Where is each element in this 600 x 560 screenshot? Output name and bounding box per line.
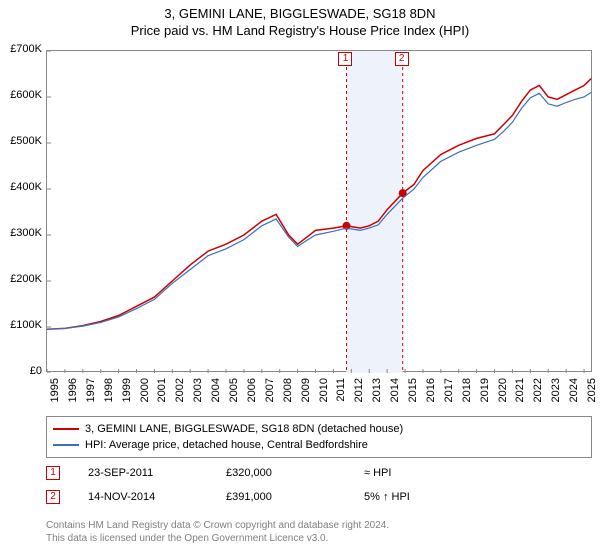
y-tick-label: £600K bbox=[2, 89, 42, 101]
sale-price: £320,000 bbox=[226, 467, 336, 479]
x-tick-label: 1996 bbox=[67, 378, 79, 418]
x-tick-label: 2019 bbox=[479, 378, 491, 418]
footer: Contains HM Land Registry data © Crown c… bbox=[46, 520, 592, 545]
x-tick-label: 1998 bbox=[103, 378, 115, 418]
y-tick-label: £0 bbox=[2, 365, 42, 377]
x-tick-label: 2015 bbox=[407, 378, 419, 418]
x-tick-label: 2011 bbox=[335, 378, 347, 418]
footer-line-1: Contains HM Land Registry data © Crown c… bbox=[46, 520, 592, 533]
y-tick-label: £300K bbox=[2, 227, 42, 239]
x-tick-label: 2009 bbox=[300, 378, 312, 418]
sale-row: 2 14-NOV-2014 £391,000 5% ↑ HPI bbox=[46, 490, 592, 504]
y-tick-label: £100K bbox=[2, 319, 42, 331]
sale-row-marker: 1 bbox=[46, 466, 60, 480]
sale-delta: 5% ↑ HPI bbox=[364, 491, 410, 503]
chart-title: 3, GEMINI LANE, BIGGLESWADE, SG18 8DN bbox=[0, 0, 600, 21]
x-tick-label: 2005 bbox=[228, 378, 240, 418]
x-tick-label: 1999 bbox=[121, 378, 133, 418]
sale-date: 23-SEP-2011 bbox=[88, 467, 198, 479]
x-tick-label: 2018 bbox=[461, 378, 473, 418]
legend-item: HPI: Average price, detached house, Cent… bbox=[53, 437, 585, 453]
chart-container: 3, GEMINI LANE, BIGGLESWADE, SG18 8DN Pr… bbox=[0, 0, 600, 560]
x-tick-label: 2020 bbox=[497, 378, 509, 418]
x-tick-label: 2016 bbox=[425, 378, 437, 418]
x-tick-label: 2022 bbox=[532, 378, 544, 418]
y-tick-label: £400K bbox=[2, 181, 42, 193]
x-tick-label: 2002 bbox=[174, 378, 186, 418]
sale-marker-2: 2 bbox=[395, 52, 409, 66]
chart-subtitle: Price paid vs. HM Land Registry's House … bbox=[0, 21, 600, 38]
x-tick-label: 2021 bbox=[514, 378, 526, 418]
x-tick-label: 2017 bbox=[443, 378, 455, 418]
sale-delta: ≈ HPI bbox=[364, 467, 391, 479]
plot-area bbox=[46, 50, 592, 372]
x-tick-label: 1997 bbox=[85, 378, 97, 418]
sale-marker-1: 1 bbox=[338, 52, 352, 66]
legend-swatch bbox=[53, 428, 79, 430]
sale-date: 14-NOV-2014 bbox=[88, 491, 198, 503]
legend: 3, GEMINI LANE, BIGGLESWADE, SG18 8DN (d… bbox=[46, 416, 592, 458]
x-tick-label: 1995 bbox=[49, 378, 61, 418]
x-tick-label: 2024 bbox=[568, 378, 580, 418]
x-tick-label: 2014 bbox=[389, 378, 401, 418]
legend-label: 3, GEMINI LANE, BIGGLESWADE, SG18 8DN (d… bbox=[85, 423, 403, 435]
sale-row: 1 23-SEP-2011 £320,000 ≈ HPI bbox=[46, 466, 592, 480]
x-tick-label: 2010 bbox=[318, 378, 330, 418]
legend-label: HPI: Average price, detached house, Cent… bbox=[85, 439, 368, 451]
legend-item: 3, GEMINI LANE, BIGGLESWADE, SG18 8DN (d… bbox=[53, 421, 585, 437]
x-tick-label: 2023 bbox=[550, 378, 562, 418]
sale-price: £391,000 bbox=[226, 491, 336, 503]
x-tick-label: 2004 bbox=[210, 378, 222, 418]
plot-wrap: £0£100K£200K£300K£400K£500K£600K£700K 19… bbox=[0, 46, 600, 412]
plot-svg bbox=[47, 51, 593, 373]
legend-swatch bbox=[53, 444, 79, 446]
x-tick-label: 2013 bbox=[371, 378, 383, 418]
y-tick-label: £200K bbox=[2, 273, 42, 285]
x-tick-label: 2007 bbox=[264, 378, 276, 418]
y-tick-label: £700K bbox=[2, 43, 42, 55]
y-tick-label: £500K bbox=[2, 135, 42, 147]
sale-row-marker: 2 bbox=[46, 490, 60, 504]
x-tick-label: 2006 bbox=[246, 378, 258, 418]
x-tick-label: 2000 bbox=[139, 378, 151, 418]
x-tick-label: 2025 bbox=[586, 378, 598, 418]
x-tick-label: 2003 bbox=[192, 378, 204, 418]
footer-line-2: This data is licensed under the Open Gov… bbox=[46, 533, 592, 546]
x-tick-label: 2012 bbox=[353, 378, 365, 418]
x-tick-label: 2001 bbox=[156, 378, 168, 418]
x-tick-label: 2008 bbox=[282, 378, 294, 418]
